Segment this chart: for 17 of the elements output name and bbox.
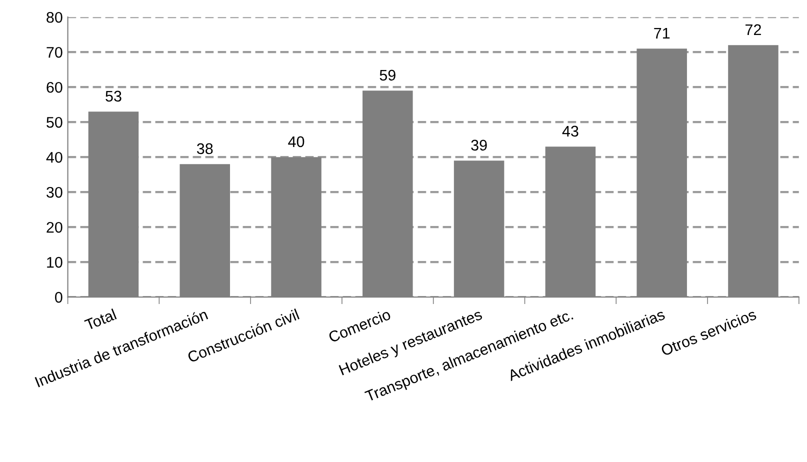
data-label: 59 xyxy=(380,70,396,81)
y-tick-label: 60 xyxy=(46,82,62,93)
y-tick-label: 50 xyxy=(46,116,62,128)
y-tick-label: 70 xyxy=(46,46,62,58)
y-tick-label: 10 xyxy=(47,256,62,268)
data-label: 40 xyxy=(288,136,304,148)
y-tick-label: 0 xyxy=(55,292,62,303)
y-tick-label: 30 xyxy=(46,186,62,198)
data-label: 38 xyxy=(196,143,213,154)
y-tick-label: 40 xyxy=(46,152,62,163)
y-tick-label: 80 xyxy=(46,12,62,23)
data-label: 53 xyxy=(106,90,122,102)
data-label: 39 xyxy=(471,140,487,151)
y-tick-label: 20 xyxy=(46,222,62,233)
data-label: 43 xyxy=(562,126,578,137)
data-label: 71 xyxy=(654,28,670,38)
data-label: 72 xyxy=(746,24,761,35)
